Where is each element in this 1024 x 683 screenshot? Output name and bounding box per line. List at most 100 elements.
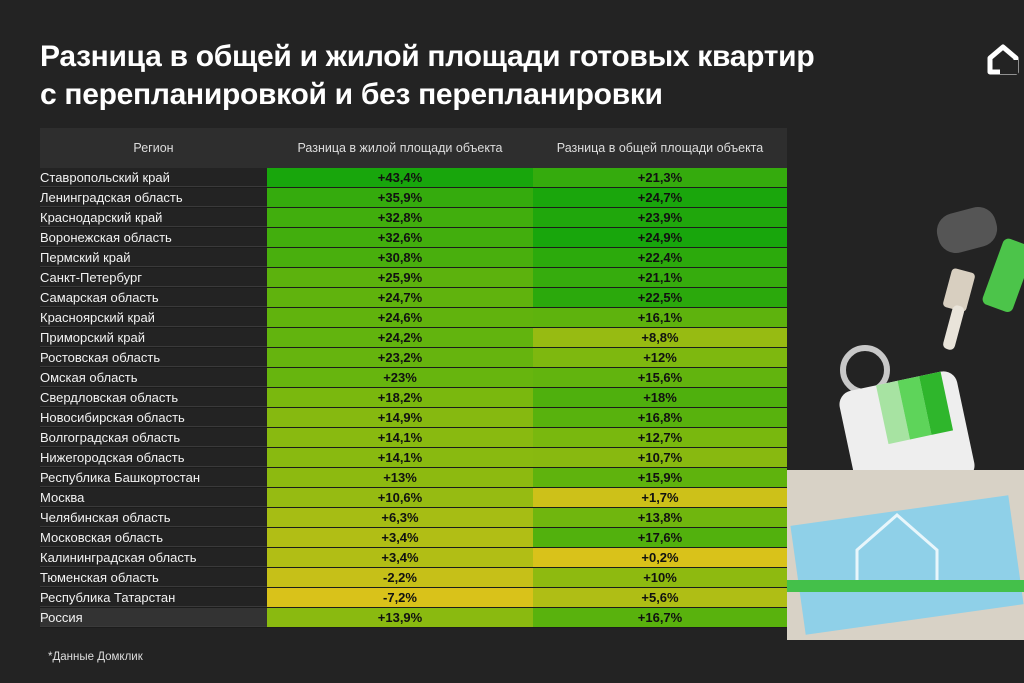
total-area-cell: +12,7% — [533, 428, 787, 447]
region-cell: Санкт-Петербург — [40, 268, 267, 287]
region-cell: Республика Башкортостан — [40, 468, 267, 487]
table-row: Новосибирская область +14,9% +16,8% — [40, 408, 787, 428]
region-cell: Пермский край — [40, 248, 267, 267]
column-header-region: Регион — [133, 141, 174, 155]
region-cell: Свердловская область — [40, 388, 267, 407]
domclick-logo-icon — [987, 44, 1019, 75]
column-header-total: Разница в общей площади объекта — [556, 141, 764, 155]
table-row: Санкт-Петербург +25,9% +21,1% — [40, 268, 787, 288]
living-area-cell: +23,2% — [267, 348, 533, 367]
paint-brush-icon — [943, 268, 975, 312]
living-area-cell: +3,4% — [267, 548, 533, 567]
living-area-cell: +13,9% — [267, 608, 533, 627]
table-row: Московская область +3,4% +17,6% — [40, 528, 787, 548]
total-area-cell: +1,7% — [533, 488, 787, 507]
total-area-cell: +15,9% — [533, 468, 787, 487]
total-area-cell: +17,6% — [533, 528, 787, 547]
title-line-1: Разница в общей и жилой площади готовых … — [40, 40, 815, 73]
total-area-cell: +21,1% — [533, 268, 787, 287]
column-header-living: Разница в жилой площади объекта — [297, 141, 503, 155]
table-row: Пермский край +30,8% +22,4% — [40, 248, 787, 268]
region-cell: Новосибирская область — [40, 408, 267, 427]
region-cell: Челябинская область — [40, 508, 267, 527]
table-row: Республика Татарстан -7,2% +5,6% — [40, 588, 787, 608]
total-area-cell: +16,8% — [533, 408, 787, 427]
table-row: Ростовская область +23,2% +12% — [40, 348, 787, 368]
region-cell: Нижегородская область — [40, 448, 267, 467]
region-cell: Приморский край — [40, 328, 267, 347]
living-area-cell: +3,4% — [267, 528, 533, 547]
region-cell: Самарская область — [40, 288, 267, 307]
total-area-cell: +0,2% — [533, 548, 787, 567]
living-area-cell: +18,2% — [267, 388, 533, 407]
total-area-cell: +10,7% — [533, 448, 787, 467]
region-cell: Калининградская область — [40, 548, 267, 567]
table-row-total: Россия +13,9% +16,7% — [40, 608, 787, 628]
region-cell: Краснодарский край — [40, 208, 267, 227]
living-area-cell: +24,6% — [267, 308, 533, 327]
living-area-cell: +30,8% — [267, 248, 533, 267]
total-area-cell: +24,7% — [533, 188, 787, 207]
table-row: Красноярский край +24,6% +16,1% — [40, 308, 787, 328]
living-area-cell: +43,4% — [267, 168, 533, 187]
table-row: Воронежская область +32,6% +24,9% — [40, 228, 787, 248]
region-cell: Ленинградская область — [40, 188, 267, 207]
living-area-cell: -7,2% — [267, 588, 533, 607]
table-header: Регион Разница в жилой площади объекта Р… — [40, 128, 787, 168]
total-area-cell: +10% — [533, 568, 787, 587]
title-line-2: с перепланировкой и без перепланировки — [40, 78, 663, 111]
table-row: Челябинская область +6,3% +13,8% — [40, 508, 787, 528]
total-area-cell: +16,1% — [533, 308, 787, 327]
table-row: Москва +10,6% +1,7% — [40, 488, 787, 508]
table-body: Ставропольский край +43,4% +21,3% Ленинград… — [40, 168, 787, 628]
table-row: Тюменская область -2,2% +10% — [40, 568, 787, 588]
total-area-cell: +22,4% — [533, 248, 787, 267]
region-cell: Красноярский край — [40, 308, 267, 327]
total-area-cell: +15,6% — [533, 368, 787, 387]
region-cell: Московская область — [40, 528, 267, 547]
total-area-cell: +8,8% — [533, 328, 787, 347]
living-area-cell: -2,2% — [267, 568, 533, 587]
total-area-cell: +13,8% — [533, 508, 787, 527]
table-row: Калининградская область +3,4% +0,2% — [40, 548, 787, 568]
total-area-cell: +22,5% — [533, 288, 787, 307]
region-cell: Ростовская область — [40, 348, 267, 367]
footnote: *Данные Домклик — [48, 651, 143, 663]
region-cell: Россия — [40, 608, 267, 627]
total-area-cell: +18% — [533, 388, 787, 407]
table-row: Свердловская область +18,2% +18% — [40, 388, 787, 408]
table-row: Приморский край +24,2% +8,8% — [40, 328, 787, 348]
table-row: Республика Башкортостан +13% +15,9% — [40, 468, 787, 488]
living-area-cell: +35,9% — [267, 188, 533, 207]
blueprint-icon — [790, 495, 1024, 635]
living-area-cell: +14,9% — [267, 408, 533, 427]
region-cell: Волгоградская область — [40, 428, 267, 447]
region-cell: Республика Татарстан — [40, 588, 267, 607]
living-area-cell: +13% — [267, 468, 533, 487]
region-cell: Ставропольский край — [40, 168, 267, 187]
total-area-cell: +21,3% — [533, 168, 787, 187]
table-row: Омская область +23% +15,6% — [40, 368, 787, 388]
living-area-cell: +10,6% — [267, 488, 533, 507]
total-area-cell: +12% — [533, 348, 787, 367]
data-table: Регион Разница в жилой площади объекта Р… — [40, 128, 787, 628]
total-area-cell: +16,7% — [533, 608, 787, 627]
table-row: Самарская область +24,7% +22,5% — [40, 288, 787, 308]
living-area-cell: +14,1% — [267, 448, 533, 467]
total-area-cell: +5,6% — [533, 588, 787, 607]
table-row: Краснодарский край +32,8% +23,9% — [40, 208, 787, 228]
region-cell: Воронежская область — [40, 228, 267, 247]
paint-roller-icon — [936, 206, 998, 254]
table-row: Нижегородская область +14,1% +10,7% — [40, 448, 787, 468]
region-cell: Москва — [40, 488, 267, 507]
living-area-cell: +6,3% — [267, 508, 533, 527]
living-area-cell: +23% — [267, 368, 533, 387]
renovation-illustration — [787, 206, 1024, 640]
living-area-cell: +32,8% — [267, 208, 533, 227]
table-row: Ленинградская область +35,9% +24,7% — [40, 188, 787, 208]
region-cell: Тюменская область — [40, 568, 267, 587]
table-row: Волгоградская область +14,1% +12,7% — [40, 428, 787, 448]
living-area-cell: +32,6% — [267, 228, 533, 247]
table-row: Ставропольский край +43,4% +21,3% — [40, 168, 787, 188]
living-area-cell: +24,2% — [267, 328, 533, 347]
